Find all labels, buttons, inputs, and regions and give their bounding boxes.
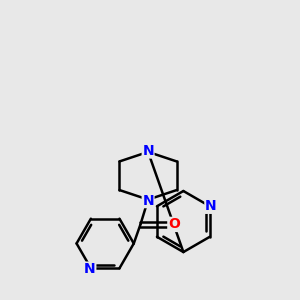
Text: O: O	[168, 218, 180, 231]
Text: N: N	[84, 262, 96, 276]
Text: N: N	[142, 144, 154, 158]
Text: N: N	[142, 194, 154, 208]
Text: N: N	[205, 199, 217, 213]
